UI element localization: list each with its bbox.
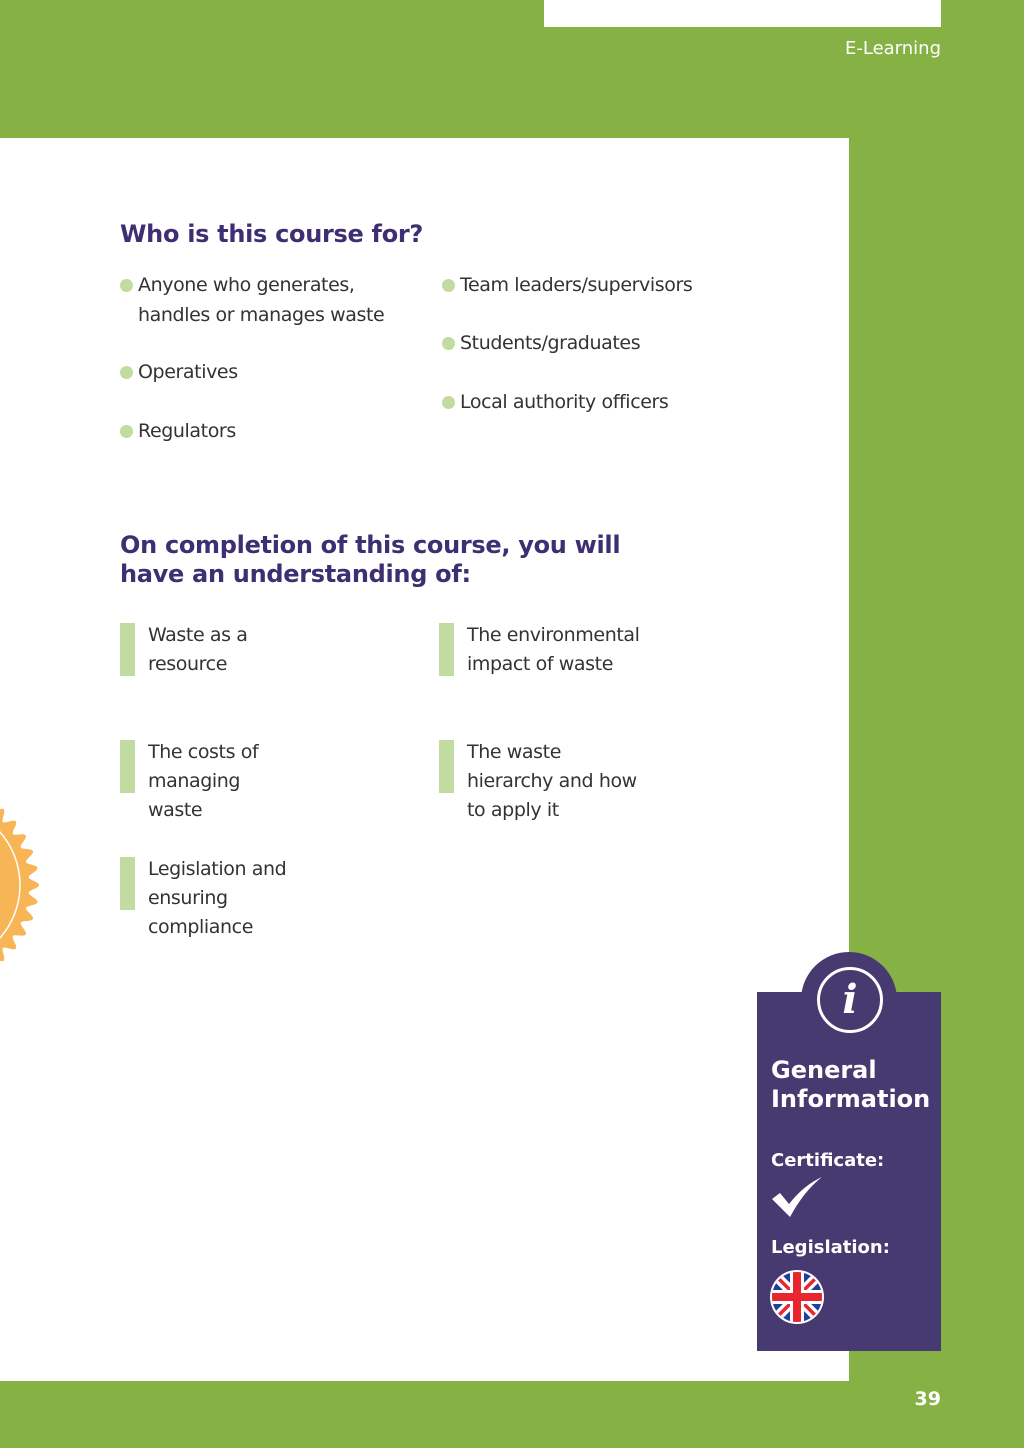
bullet-dot: [442, 337, 455, 350]
bullet-dot: [442, 396, 455, 409]
audience-item: Operatives: [120, 357, 428, 387]
audience-heading: Who is this course for?: [120, 220, 424, 248]
bullet-dot: [442, 279, 455, 292]
info-icon: i: [817, 967, 883, 1033]
audience-item: Anyone who generates, handles or manages…: [120, 270, 428, 330]
uk-flag-icon: [770, 1270, 824, 1324]
legislation-label: Legislation:: [771, 1237, 890, 1258]
outcome-item: The costs of managing waste: [120, 738, 298, 825]
outcome-bar: [120, 857, 135, 910]
outcome-bar: [439, 623, 454, 676]
page-number: 39: [914, 1388, 941, 1410]
audience-item: Local authority officers: [442, 387, 750, 417]
top-tab: [544, 0, 941, 27]
outcome-bar: [439, 740, 454, 793]
bullet-dot: [120, 279, 133, 292]
content-panel: [0, 138, 849, 1381]
seal-decoration: [0, 808, 39, 962]
outcome-bar: [120, 740, 135, 793]
info-title: General Information: [771, 1056, 931, 1113]
section-label: E-Learning: [844, 38, 941, 59]
outcome-item: The environmental impact of waste: [439, 621, 647, 679]
audience-item: Students/graduates: [442, 328, 750, 358]
audience-item: Regulators: [120, 416, 428, 446]
audience-item: Team leaders/supervisors: [442, 270, 750, 300]
outcome-bar: [120, 623, 135, 676]
bullet-dot: [120, 366, 133, 379]
general-info-box: General Information Certificate: Legisla…: [757, 992, 941, 1351]
checkmark-icon: [772, 1177, 822, 1217]
outcome-item: Waste as a resource: [120, 621, 298, 679]
bullet-dot: [120, 425, 133, 438]
certificate-label: Certificate:: [771, 1150, 885, 1171]
outcomes-heading: On completion of this course, you will h…: [120, 531, 621, 588]
outcome-item: The waste hierarchy and how to apply it: [439, 738, 647, 825]
outcome-item: Legislation and ensuring compliance: [120, 855, 338, 942]
